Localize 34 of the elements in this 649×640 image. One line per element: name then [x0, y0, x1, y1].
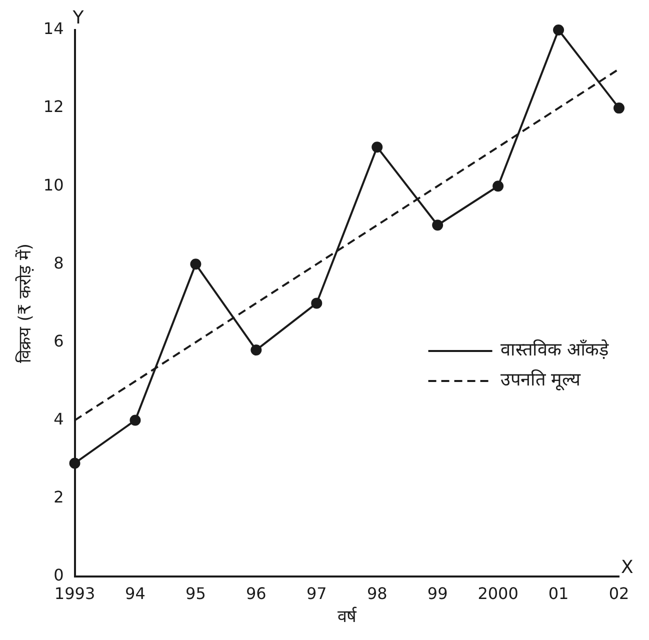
point	[311, 298, 322, 309]
y-tick-label: 10	[43, 175, 64, 194]
point	[190, 258, 202, 270]
point	[69, 458, 80, 469]
point	[250, 344, 262, 356]
point	[432, 220, 444, 231]
y-axis-title: विक्रय (₹ करोड़ में)	[14, 244, 36, 363]
text: Y	[72, 8, 85, 29]
x-tick-label: 1993	[54, 584, 96, 604]
y-tick-label: 12	[43, 97, 64, 116]
y-tick-label: 8	[54, 253, 64, 272]
point	[492, 180, 504, 192]
text: X	[621, 557, 634, 578]
x-axis-title: वर्ष	[337, 606, 358, 628]
y-tick-label: 0	[54, 566, 64, 585]
legend-label: उपनति मूल्य	[500, 368, 581, 391]
x-tick-label: 96	[246, 584, 266, 604]
x-tick-label: 01	[548, 584, 569, 604]
y-tick-label: 2	[54, 488, 64, 506]
x-tick-label: 99	[427, 584, 448, 604]
point	[614, 102, 624, 114]
x-tick-label: 2000	[478, 584, 518, 604]
x-tick-label: 02	[608, 584, 630, 604]
point	[130, 414, 141, 426]
y-tick-label: 4	[54, 409, 64, 428]
y-tick-label: 6	[54, 331, 64, 350]
x-tick-label: 95	[186, 584, 206, 604]
point	[372, 142, 383, 153]
x-tick-label: 94	[125, 584, 146, 604]
y-tick-label: 14	[43, 19, 64, 38]
x-tick-label: 98	[366, 584, 388, 604]
x-tick-label: 97	[306, 584, 327, 604]
point	[553, 24, 564, 36]
legend-label: वास्तविक आँकड़े	[500, 338, 610, 361]
